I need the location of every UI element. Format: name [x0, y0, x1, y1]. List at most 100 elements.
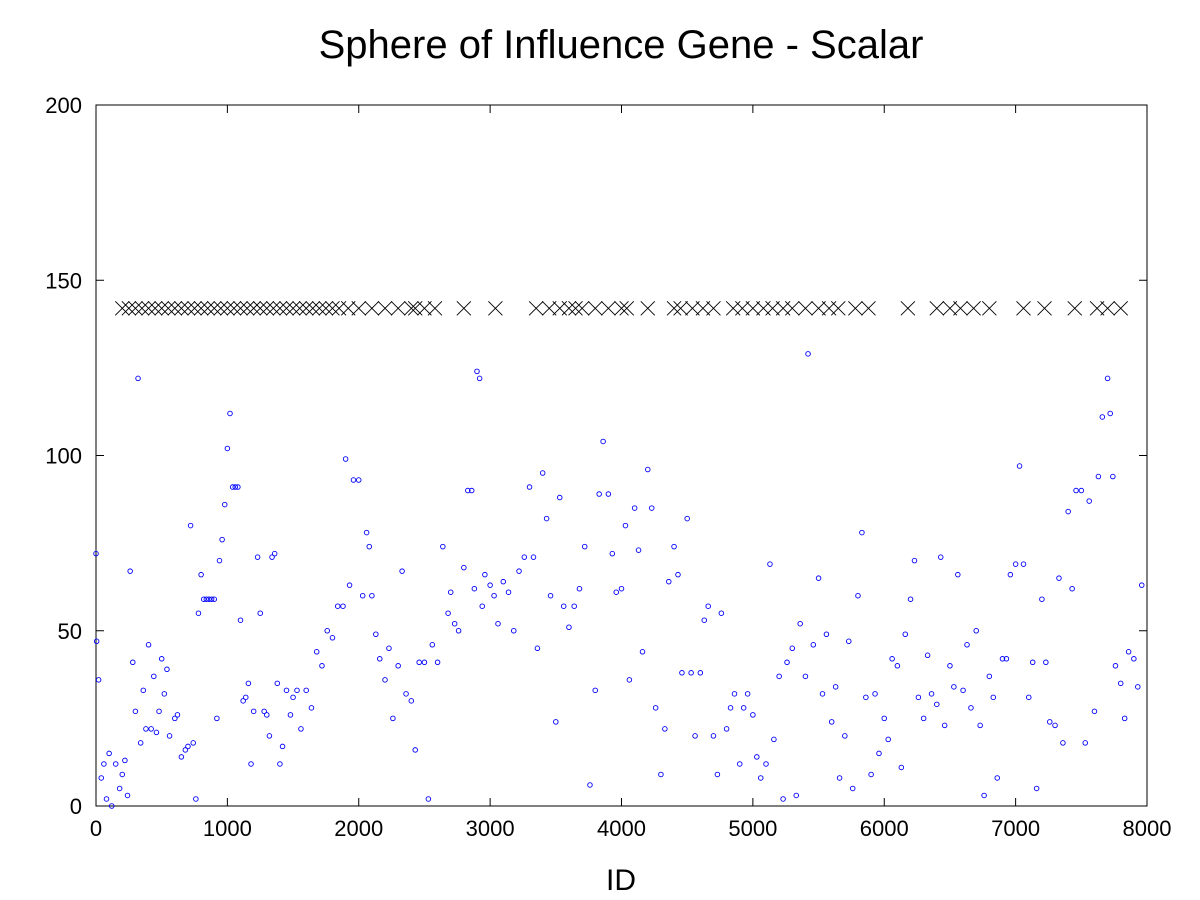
data-point-cross: [587, 300, 603, 316]
data-point-circle: [754, 754, 760, 760]
data-point-circle: [981, 792, 987, 799]
data-point-circle: [622, 522, 629, 529]
data-point-circle: [1060, 740, 1066, 746]
data-point-cross: [285, 300, 301, 316]
data-point-circle: [648, 505, 655, 511]
data-point-circle: [468, 487, 475, 494]
data-point-circle: [200, 596, 207, 602]
data-point-cross: [364, 300, 380, 316]
data-point-circle: [122, 757, 128, 764]
data-point-circle: [151, 673, 157, 680]
y-tick-label: 0: [70, 794, 82, 819]
data-point-circle: [819, 691, 826, 697]
data-point-circle: [1047, 719, 1053, 725]
data-point-cross: [180, 300, 196, 316]
data-point-circle: [425, 796, 432, 802]
data-point-circle: [476, 375, 483, 382]
data-point-circle: [868, 771, 874, 778]
data-point-circle: [793, 792, 799, 799]
data-point-cross: [206, 300, 222, 316]
data-point-circle: [543, 515, 550, 522]
data-point-circle: [924, 652, 931, 659]
data-point-circle: [750, 712, 756, 718]
data-point-circle: [124, 792, 131, 799]
data-point-cross: [601, 300, 616, 316]
data-point-circle: [911, 557, 918, 564]
data-point-cross: [246, 300, 261, 316]
data-point-circle: [534, 645, 541, 652]
data-point-circle: [679, 670, 685, 676]
data-point-circle: [440, 543, 446, 550]
data-point-cross: [848, 300, 863, 316]
data-point-circle: [106, 750, 112, 757]
data-point-circle: [366, 543, 373, 550]
data-point-circle: [964, 642, 970, 648]
data-point-circle: [214, 715, 220, 722]
data-point-circle: [675, 571, 681, 578]
data-point-circle: [373, 631, 379, 638]
y-tick-label: 100: [45, 444, 82, 469]
data-point-circle: [185, 743, 191, 750]
data-point-circle: [261, 708, 267, 715]
data-point-circle: [592, 687, 598, 694]
data-point-circle: [382, 677, 388, 683]
data-point-circle: [553, 719, 559, 725]
data-point-circle: [902, 631, 909, 638]
data-point-circle: [1065, 508, 1071, 515]
data-point-circle: [227, 410, 233, 417]
data-point-circle: [195, 610, 202, 616]
x-tick-label: 1000: [203, 816, 252, 841]
data-point-circle: [1135, 684, 1141, 690]
data-point-circle: [571, 603, 577, 609]
data-point-circle: [1039, 596, 1045, 602]
data-point-cross: [114, 300, 130, 316]
data-point-circle: [1138, 582, 1145, 588]
data-point-cross: [765, 300, 780, 316]
data-point-circle: [377, 656, 383, 662]
data-point-circle: [671, 543, 677, 550]
data-point-cross: [128, 300, 143, 316]
data-point-circle: [143, 726, 149, 732]
data-point-circle: [1104, 375, 1111, 382]
data-point-circle: [605, 491, 612, 497]
data-point-circle: [1099, 414, 1106, 420]
data-point-circle: [232, 484, 239, 490]
data-point-circle: [1082, 740, 1089, 746]
data-point-cross: [147, 300, 163, 316]
data-point-cross: [187, 300, 202, 316]
data-point-circle: [495, 620, 501, 627]
data-point-circle: [1052, 722, 1058, 729]
data-point-circle: [639, 649, 646, 655]
data-point-cross: [220, 300, 235, 316]
data-point-circle: [934, 701, 940, 708]
data-point-cross: [318, 300, 334, 316]
data-point-cross: [233, 300, 248, 316]
data-point-circle: [132, 708, 139, 715]
data-point-circle: [784, 659, 790, 666]
circle-series: [93, 351, 1145, 809]
data-point-circle: [928, 691, 935, 697]
data-point-cross: [673, 300, 688, 316]
data-point-circle: [915, 694, 922, 701]
data-point-cross: [784, 300, 800, 316]
data-point-cross: [292, 300, 307, 316]
data-point-cross: [325, 300, 340, 316]
data-point-circle: [1069, 585, 1075, 592]
data-point-cross: [1067, 300, 1083, 316]
data-point-circle: [342, 456, 349, 462]
data-point-circle: [190, 740, 196, 746]
data-point-circle: [363, 529, 370, 536]
data-point-cross: [252, 300, 268, 316]
data-point-circle: [505, 589, 512, 595]
data-point-circle: [283, 687, 290, 694]
data-point-cross: [953, 300, 968, 316]
data-point-circle: [547, 592, 554, 599]
data-point-cross: [377, 300, 393, 316]
data-point-circle: [727, 705, 734, 711]
data-point-circle: [137, 740, 144, 746]
data-point-circle: [705, 603, 711, 609]
data-point-circle: [789, 645, 796, 652]
data-point-circle: [250, 708, 257, 715]
data-point-circle: [941, 722, 948, 729]
data-point-circle: [986, 673, 993, 680]
